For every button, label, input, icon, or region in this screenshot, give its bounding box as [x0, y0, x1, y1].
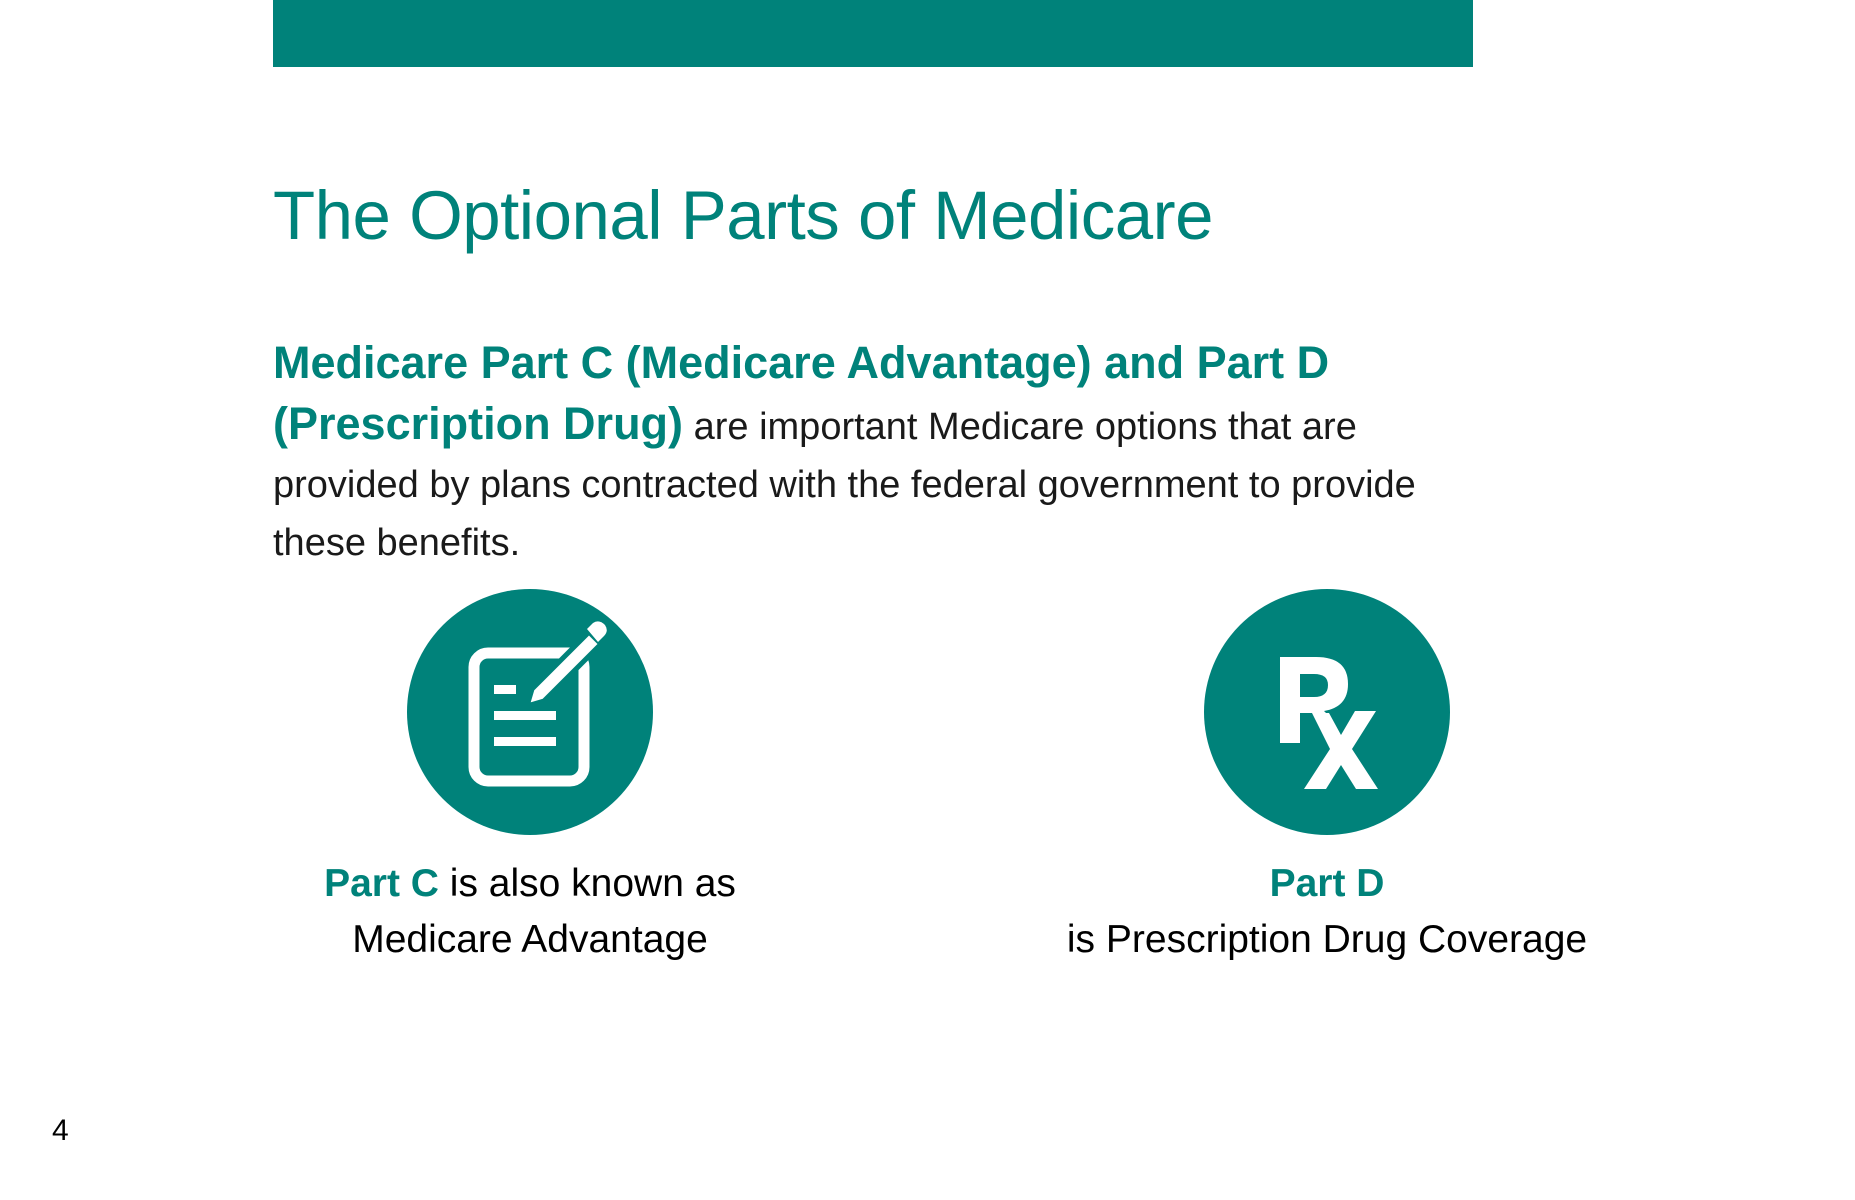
part-c-text2: Medicare Advantage: [352, 918, 708, 961]
intro-highlight-line2: (Prescription Drug): [273, 398, 684, 449]
part-c-caption: Part C is also known as Medicare Advanta…: [280, 856, 780, 968]
rx-icon: [1280, 657, 1378, 789]
document-pencil-icon: [468, 621, 607, 787]
intro-body: are important Medicare options that are …: [273, 406, 1416, 564]
intro-highlight-line1: Medicare Part C (Medicare Advantage) and…: [273, 337, 1330, 388]
part-d-text: is Prescription Drug Coverage: [1066, 918, 1588, 961]
part-d-icon-circle: [1204, 589, 1450, 835]
part-c-text1: is also known as: [438, 862, 736, 905]
intro-paragraph: Medicare Part C (Medicare Advantage) and…: [273, 334, 1493, 572]
part-c-label: Part C: [324, 862, 439, 905]
page-number: 4: [52, 1114, 69, 1147]
part-d-caption: Part D is Prescription Drug Coverage: [1027, 856, 1627, 968]
part-c-icon-circle: [407, 589, 653, 835]
header-bar: [273, 0, 1473, 67]
part-d-label: Part D: [1269, 862, 1385, 905]
page-title: The Optional Parts of Medicare: [273, 177, 1213, 254]
